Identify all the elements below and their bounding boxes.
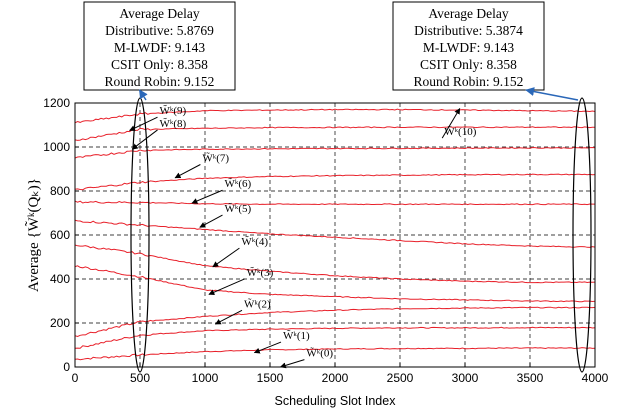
annotation-arrow: [199, 214, 223, 228]
series-annotation-label: W̃ᵏ(4): [241, 235, 268, 248]
x-tick-label: 1500: [257, 371, 284, 385]
x-tick-label: 500: [130, 371, 150, 385]
x-tick-label: 3500: [517, 371, 544, 385]
x-tick-label: 2500: [387, 371, 414, 385]
y-tick-label: 800: [50, 184, 70, 198]
series-annotation-label: W̃ᵏ(0): [306, 347, 333, 360]
series-annotation-label: W̃ᵏ(6): [225, 177, 252, 190]
y-tick-label: 1000: [43, 140, 70, 154]
series-annotation-label: W̃ᵏ(7): [202, 151, 229, 164]
series-line-3: [75, 265, 595, 303]
series-annotation-label: W̃ᵏ(9): [160, 104, 187, 117]
series-line-7: [75, 173, 595, 191]
delay-box-title: Average Delay: [119, 6, 200, 21]
series-line-5: [75, 219, 595, 248]
delay-box-line: Round Robin: 9.152: [414, 74, 524, 89]
y-axis-label: Average {W̃ᵏ(Qₖ)}: [25, 178, 42, 292]
delay-box-line: M-LWDF: 9.143: [114, 40, 205, 55]
delay-box-title: Average Delay: [428, 6, 509, 21]
y-tick-label: 0: [63, 360, 70, 374]
delay-box-line: CSIT Only: 8.358: [420, 57, 517, 72]
annotation-arrow: [174, 164, 201, 179]
x-tick-label: 0: [72, 371, 79, 385]
x-tick-label: 2000: [322, 371, 349, 385]
x-tick-label: 3000: [452, 371, 479, 385]
delay-box-pointer: [138, 89, 148, 101]
series-line-10: [75, 108, 595, 124]
x-tick-label: 4000: [582, 371, 609, 385]
series-annotation-label: W̃ᵏ(3): [247, 266, 274, 279]
series-line-9: [75, 126, 595, 141]
x-axis-label: Scheduling Slot Index: [275, 394, 397, 408]
delay-boxes: Average Delay Distributive: 5.8769 M-LWDF:…: [83, 1, 592, 373]
annotation-arrow: [279, 359, 305, 369]
annotation-arrow: [212, 247, 240, 268]
series-annotation-label: W̃ᵏ(8): [160, 117, 187, 130]
annotation-arrow: [441, 107, 461, 139]
annotation-arrow: [131, 129, 158, 150]
series-annotation-label: W̃ᵏ(10): [444, 125, 477, 138]
y-tick-label: 600: [50, 228, 70, 242]
annotation-arrow: [208, 278, 245, 296]
average-delay-box: [392, 1, 545, 91]
annotation-arrow: [214, 309, 243, 325]
annotations: W̃ᵏ(9)W̃ᵏ(8) W̃ᵏ(7) W̃ᵏ(6) W̃ᵏ(5) W̃ᵏ(4) W̃ᵏ(…: [129, 104, 477, 369]
delay-box-line: Distributive: 5.8769: [105, 23, 214, 38]
delay-box-line: CSIT Only: 8.358: [111, 57, 208, 72]
annotation-arrow: [253, 341, 282, 354]
delay-box-pointer: [525, 87, 579, 101]
series-group: [75, 108, 595, 361]
y-tick-label: 400: [50, 272, 70, 286]
series-line-1: [75, 326, 595, 349]
series-line-2: [75, 306, 595, 338]
slot-highlight-ellipse: [572, 97, 592, 373]
series-annotation-label: W̃ᵏ(5): [225, 202, 252, 215]
series-annotation-label: W̃ᵏ(1): [283, 329, 310, 342]
series-line-0: [75, 347, 595, 361]
x-tick-label: 1000: [192, 371, 219, 385]
delay-box-line: M-LWDF: 9.143: [423, 40, 514, 55]
delay-box-line: Distributive: 5.3874: [414, 23, 523, 38]
delay-box-line: Round Robin: 9.152: [105, 74, 215, 89]
average-delay-box: [83, 1, 236, 91]
annotation-arrow: [191, 189, 223, 204]
series-line-8: [75, 146, 595, 159]
series-line-4: [75, 244, 595, 284]
series-line-6: [75, 200, 595, 206]
series-annotation-label: W̃ᵏ(2): [244, 297, 271, 310]
grid: [75, 103, 595, 367]
y-tick-label: 1200: [43, 96, 70, 110]
axis-ticks: 0 500 1000 1500 2000 2500 3000 3500 4000 0 200 400 6…: [43, 96, 608, 385]
y-tick-label: 200: [50, 316, 70, 330]
